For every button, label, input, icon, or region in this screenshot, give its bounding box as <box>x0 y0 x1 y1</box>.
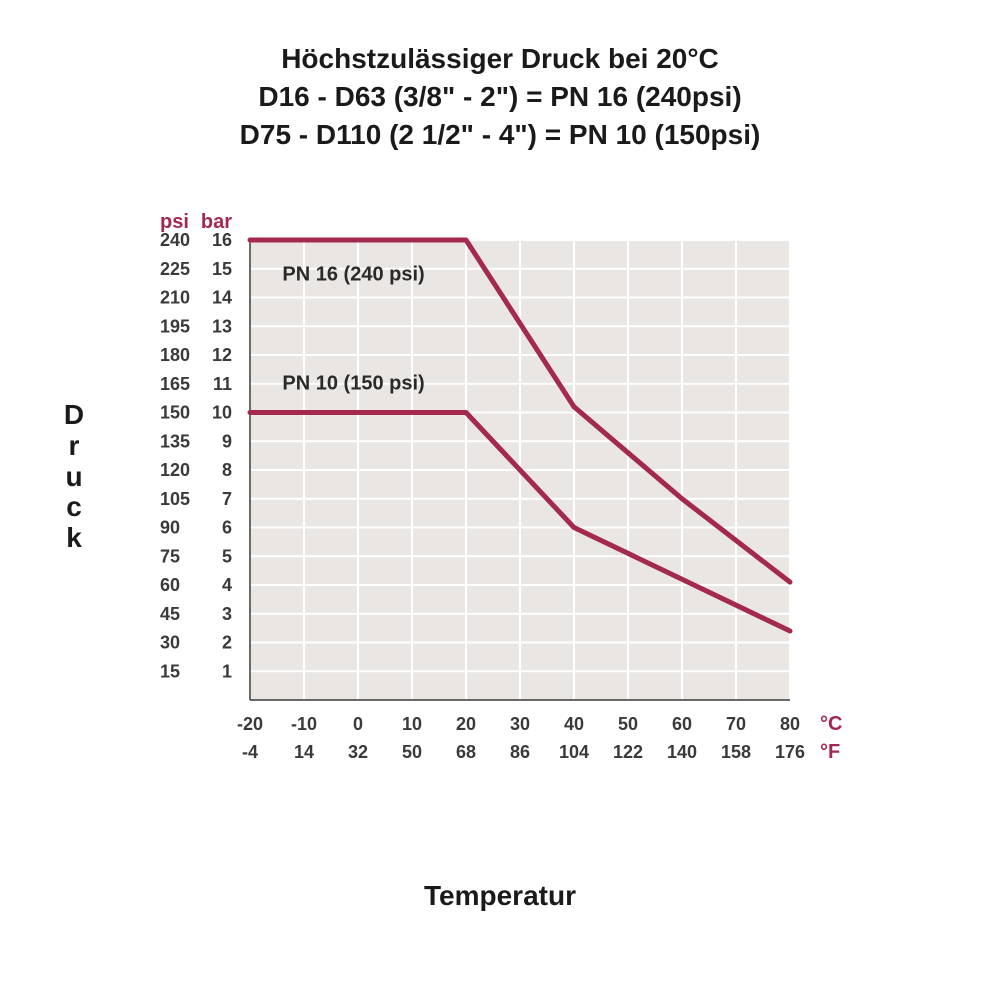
svg-text:8: 8 <box>222 460 232 480</box>
svg-text:45: 45 <box>160 604 180 624</box>
svg-text:10: 10 <box>402 714 422 734</box>
svg-text:30: 30 <box>160 633 180 653</box>
svg-text:1: 1 <box>222 661 232 681</box>
title-line-1: Höchstzulässiger Druck bei 20°C <box>0 40 1000 78</box>
svg-text:6: 6 <box>222 518 232 538</box>
svg-text:150: 150 <box>160 403 190 423</box>
svg-text:15: 15 <box>160 661 180 681</box>
svg-text:-20: -20 <box>237 714 263 734</box>
svg-text:68: 68 <box>456 742 476 762</box>
svg-text:5: 5 <box>222 546 232 566</box>
svg-text:50: 50 <box>618 714 638 734</box>
svg-text:90: 90 <box>160 518 180 538</box>
svg-text:°C: °C <box>820 713 842 735</box>
svg-text:3: 3 <box>222 604 232 624</box>
svg-text:104: 104 <box>559 742 589 762</box>
title-line-3: D75 - D110 (2 1/2" - 4") = PN 10 (150psi… <box>0 116 1000 154</box>
svg-text:-10: -10 <box>291 714 317 734</box>
svg-text:60: 60 <box>672 714 692 734</box>
svg-text:14: 14 <box>294 742 314 762</box>
svg-text:135: 135 <box>160 431 190 451</box>
svg-text:176: 176 <box>775 742 805 762</box>
svg-text:-4: -4 <box>242 742 258 762</box>
svg-text:70: 70 <box>726 714 746 734</box>
svg-text:195: 195 <box>160 316 190 336</box>
svg-text:30: 30 <box>510 714 530 734</box>
svg-text:11: 11 <box>213 374 232 394</box>
pressure-temperature-chart: 1513024536047559061057120813591501016511… <box>110 200 890 840</box>
svg-text:13: 13 <box>212 316 232 336</box>
svg-text:240: 240 <box>160 230 190 250</box>
svg-text:14: 14 <box>212 288 232 308</box>
svg-text:86: 86 <box>510 742 530 762</box>
svg-text:225: 225 <box>160 259 190 279</box>
svg-text:40: 40 <box>564 714 584 734</box>
svg-text:7: 7 <box>222 489 232 509</box>
svg-text:10: 10 <box>212 403 232 423</box>
svg-text:122: 122 <box>613 742 643 762</box>
svg-text:0: 0 <box>353 714 363 734</box>
svg-text:bar: bar <box>201 211 232 233</box>
svg-text:158: 158 <box>721 742 751 762</box>
svg-text:20: 20 <box>456 714 476 734</box>
title-block: Höchstzulässiger Druck bei 20°C D16 - D6… <box>0 40 1000 153</box>
svg-text:50: 50 <box>402 742 422 762</box>
y-axis-label: Druck <box>60 400 88 554</box>
svg-text:120: 120 <box>160 460 190 480</box>
svg-text:105: 105 <box>160 489 190 509</box>
svg-text:PN 10 (150 psi): PN 10 (150 psi) <box>282 373 424 395</box>
x-axis-label: Temperatur <box>0 880 1000 912</box>
svg-text:180: 180 <box>160 345 190 365</box>
svg-text:165: 165 <box>160 374 190 394</box>
title-line-2: D16 - D63 (3/8" - 2") = PN 16 (240psi) <box>0 78 1000 116</box>
svg-text:60: 60 <box>160 575 180 595</box>
svg-text:210: 210 <box>160 288 190 308</box>
svg-text:75: 75 <box>160 546 180 566</box>
svg-text:psi: psi <box>160 211 189 233</box>
svg-text:32: 32 <box>348 742 368 762</box>
svg-text:12: 12 <box>212 345 232 365</box>
svg-text:140: 140 <box>667 742 697 762</box>
svg-text:16: 16 <box>212 230 232 250</box>
svg-text:2: 2 <box>222 633 232 653</box>
svg-text:°F: °F <box>820 741 840 763</box>
svg-text:9: 9 <box>222 431 232 451</box>
svg-text:PN 16 (240 psi): PN 16 (240 psi) <box>282 263 424 285</box>
svg-text:15: 15 <box>212 259 232 279</box>
svg-text:80: 80 <box>780 714 800 734</box>
svg-text:4: 4 <box>222 575 232 595</box>
